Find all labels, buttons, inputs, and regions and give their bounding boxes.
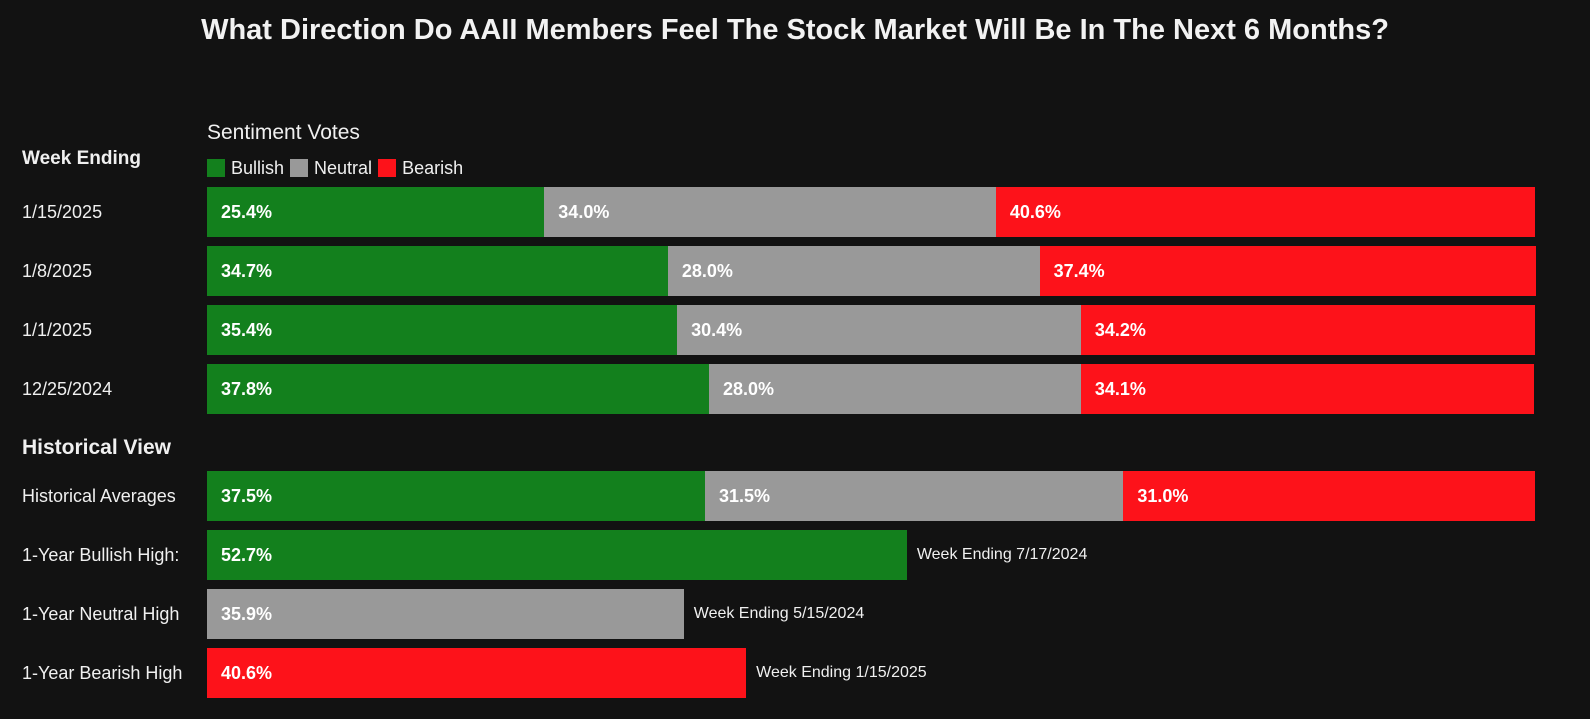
weekly-bar-neutral-0 xyxy=(544,187,996,237)
historical-view-header: Historical View xyxy=(22,436,172,459)
weekly-value-neutral-1: 28.0% xyxy=(681,261,733,281)
chart-subtitle: Sentiment Votes xyxy=(207,121,360,144)
weekly-value-bullish-3: 37.8% xyxy=(221,379,273,399)
weekly-bar-bearish-3 xyxy=(1080,364,1534,414)
historical-bar-bearish-3 xyxy=(207,648,747,698)
legend-swatch-bullish xyxy=(207,159,225,177)
week-ending-header: Week Ending xyxy=(22,148,141,169)
weekly-row-label-3: 12/25/2024 xyxy=(22,379,113,399)
weekly-bar-bullish-1 xyxy=(207,246,668,296)
legend-swatch-bearish xyxy=(378,159,397,177)
historical-note-2: Week Ending 5/15/2024 xyxy=(693,605,865,622)
historical-bar-neutral-2 xyxy=(207,589,684,639)
historical-row-label-0: Historical Averages xyxy=(22,486,176,506)
weekly-bar-bullish-2 xyxy=(207,305,678,355)
weekly-value-neutral-3: 28.0% xyxy=(722,379,775,399)
historical-bar-bullish-0 xyxy=(207,471,705,521)
legend-label-bearish: Bearish xyxy=(402,157,464,178)
chart-title: What Direction Do AAII Members Feel The … xyxy=(201,14,1389,46)
historical-bar-bearish-0 xyxy=(1123,471,1535,521)
legend-label-bullish: Bullish xyxy=(231,157,285,178)
historical-row-label-2: 1-Year Neutral High xyxy=(22,604,180,624)
weekly-bar-bullish-0 xyxy=(207,187,545,237)
historical-value-neutral-2: 35.9% xyxy=(221,604,273,624)
weekly-row-label-1: 1/8/2025 xyxy=(22,261,93,281)
historical-value-bearish-0: 31.0% xyxy=(1137,486,1189,506)
legend: Bullish Neutral Bearish xyxy=(207,157,469,179)
historical-value-bullish-1: 52.7% xyxy=(221,545,273,565)
weekly-row-label-0: 1/15/2025 xyxy=(22,202,103,222)
historical-value-bearish-3: 40.6% xyxy=(221,663,273,683)
weekly-bar-bearish-1 xyxy=(1039,246,1537,296)
legend-item-bearish: Bearish xyxy=(378,158,463,179)
weekly-row-label-2: 1/1/2025 xyxy=(22,320,93,340)
weekly-bar-bullish-3 xyxy=(207,364,709,414)
legend-swatch-neutral xyxy=(290,159,309,177)
weekly-value-neutral-0: 34.0% xyxy=(558,202,610,222)
historical-note-3: Week Ending 1/15/2025 xyxy=(756,664,927,681)
weekly-value-bullish-1: 34.7% xyxy=(221,261,273,281)
historical-row-label-3: 1-Year Bearish High xyxy=(22,663,183,683)
weekly-bar-bearish-0 xyxy=(995,187,1535,237)
historical-value-neutral-0: 31.5% xyxy=(719,486,771,506)
weekly-value-bearish-1: 37.4% xyxy=(1053,261,1105,281)
legend-item-neutral: Neutral xyxy=(290,158,372,179)
historical-note-1: Week Ending 7/17/2024 xyxy=(916,546,1088,563)
historical-row-label-1: 1-Year Bullish High: xyxy=(22,545,180,565)
legend-label-neutral: Neutral xyxy=(314,157,373,178)
weekly-bar-neutral-3 xyxy=(708,364,1081,414)
weekly-value-bullish-2: 35.4% xyxy=(221,320,273,340)
legend-item-bullish: Bullish xyxy=(207,158,284,179)
weekly-bar-bearish-2 xyxy=(1080,305,1535,355)
weekly-value-bearish-0: 40.6% xyxy=(1009,202,1061,222)
weekly-bar-neutral-2 xyxy=(677,305,1081,355)
weekly-value-neutral-2: 30.4% xyxy=(691,320,743,340)
historical-bar-bullish-1 xyxy=(207,530,907,580)
weekly-value-bearish-3: 34.1% xyxy=(1094,379,1146,399)
weekly-value-bullish-0: 25.4% xyxy=(221,202,273,222)
weekly-value-bearish-2: 34.2% xyxy=(1094,320,1146,340)
historical-bar-neutral-0 xyxy=(705,471,1124,521)
weekly-bar-neutral-1 xyxy=(667,246,1040,296)
historical-value-bullish-0: 37.5% xyxy=(221,486,273,506)
